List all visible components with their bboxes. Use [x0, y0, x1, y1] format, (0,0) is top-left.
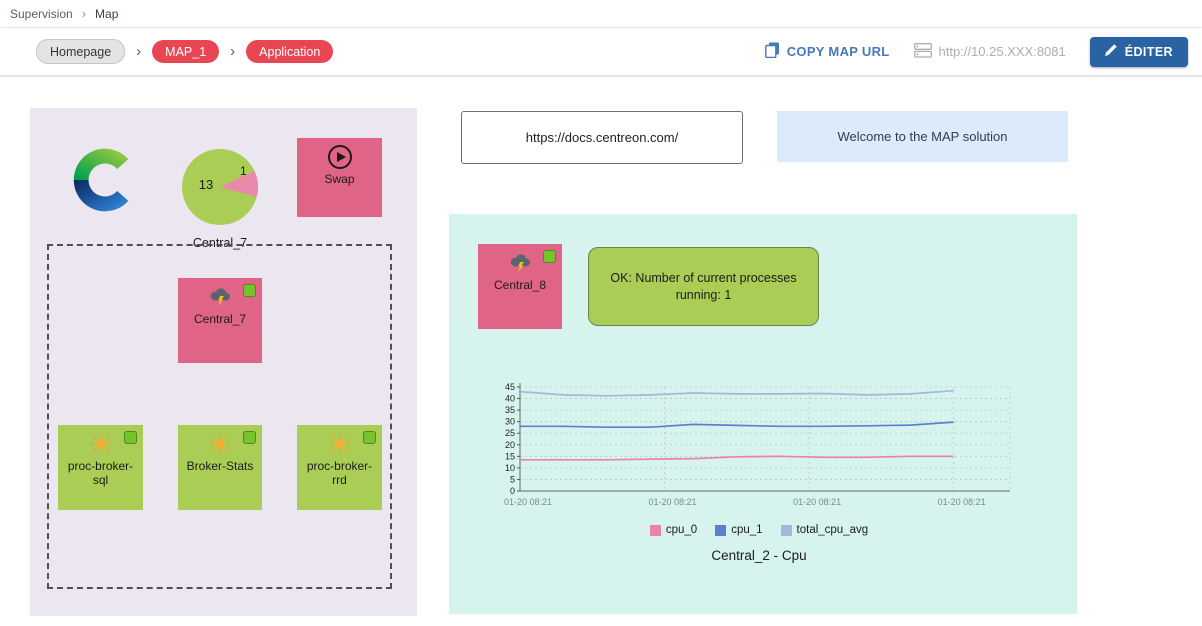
- legend-label: cpu_1: [731, 524, 763, 536]
- copy-map-url-button[interactable]: COPY MAP URL: [764, 42, 890, 61]
- svg-text:40: 40: [505, 394, 515, 404]
- sun-icon: [329, 433, 351, 455]
- legend-swatch: [715, 524, 727, 536]
- node-label: Central_7: [193, 312, 247, 326]
- svg-text:01-20 08:21: 01-20 08:21: [504, 497, 552, 507]
- chevron-right-icon: ›: [81, 6, 87, 21]
- svg-text:01-20 08:21: 01-20 08:21: [793, 497, 841, 507]
- status-square: [243, 284, 256, 297]
- pie-chart: [182, 149, 258, 230]
- svg-text:45: 45: [505, 382, 515, 392]
- breadcrumb-section[interactable]: Supervision: [10, 6, 73, 21]
- node-proc-broker-sql[interactable]: proc-broker-sql: [58, 425, 143, 510]
- edit-button[interactable]: ÉDITER: [1089, 36, 1188, 67]
- welcome-text: Welcome to the MAP solution: [837, 129, 1008, 144]
- node-label: Central_8: [493, 278, 547, 292]
- status-output-text: OK: Number of current processes running:…: [610, 270, 797, 302]
- centreon-logo: [63, 143, 147, 217]
- map-breadcrumb: Homepage › MAP_1 › Application: [36, 39, 765, 64]
- svg-text:5: 5: [510, 474, 515, 484]
- server-url: http://10.25.XXX:8081: [913, 42, 1066, 61]
- edit-button-label: ÉDITER: [1124, 44, 1173, 59]
- chevron-right-icon: ›: [230, 43, 236, 60]
- node-label: proc-broker-rrd: [306, 459, 373, 488]
- docs-link-box[interactable]: https://docs.centreon.com/: [461, 111, 743, 164]
- welcome-box: Welcome to the MAP solution: [777, 111, 1068, 162]
- status-output-box: OK: Number of current processes running:…: [588, 247, 819, 326]
- status-square: [363, 431, 376, 444]
- swap-node-label: Swap: [324, 172, 355, 186]
- server-url-text: http://10.25.XXX:8081: [938, 44, 1066, 59]
- legend-swatch: [780, 524, 792, 536]
- map-canvas: 13 1 Central_7 Swap: [0, 77, 1202, 626]
- swap-node[interactable]: Swap: [297, 138, 382, 217]
- crumb-application[interactable]: Application: [246, 40, 334, 63]
- map-toolbar: Homepage › MAP_1 › Application COPY MAP …: [0, 28, 1202, 77]
- svg-text:20: 20: [505, 440, 515, 450]
- storm-cloud-icon: [207, 286, 233, 308]
- group-box: [47, 244, 392, 589]
- svg-text:01-20 08:21: 01-20 08:21: [938, 497, 986, 507]
- svg-text:10: 10: [505, 463, 515, 473]
- node-proc-broker-rrd[interactable]: proc-broker-rrd: [297, 425, 382, 510]
- node-broker-stats[interactable]: Broker-Stats: [178, 425, 262, 510]
- pie-value-big: 13: [198, 177, 214, 192]
- sun-icon: [90, 433, 112, 455]
- legend-swatch: [649, 524, 661, 536]
- node-central8[interactable]: Central_8: [478, 244, 562, 329]
- sun-icon: [209, 433, 231, 455]
- chart-legend: cpu_0 cpu_1 total_cpu_avg: [469, 524, 1049, 536]
- status-square: [243, 431, 256, 444]
- mint-map-panel: Central_8 OK: Number of current processe…: [449, 214, 1077, 614]
- node-label: proc-broker-sql: [67, 459, 134, 488]
- svg-text:30: 30: [505, 417, 515, 427]
- svg-text:0: 0: [510, 486, 515, 496]
- svg-text:25: 25: [505, 428, 515, 438]
- legend-item-total_cpu_avg[interactable]: total_cpu_avg: [780, 524, 869, 536]
- breadcrumb: Supervision › Map: [0, 0, 1202, 28]
- pie-node-label: Central_7: [192, 236, 248, 250]
- node-central7[interactable]: Central_7: [178, 278, 262, 363]
- copy-icon: [764, 42, 780, 61]
- svg-text:15: 15: [505, 451, 515, 461]
- svg-text:35: 35: [505, 405, 515, 415]
- crumb-homepage[interactable]: Homepage: [36, 39, 126, 64]
- breadcrumb-page[interactable]: Map: [95, 6, 119, 21]
- docs-link-text: https://docs.centreon.com/: [525, 130, 679, 145]
- chart-title: Central_2 - Cpu: [711, 548, 807, 563]
- copy-map-url-label: COPY MAP URL: [786, 44, 890, 59]
- chevron-right-icon: ›: [136, 43, 142, 60]
- status-square: [124, 431, 137, 444]
- legend-label: cpu_0: [665, 524, 698, 536]
- pie-chart-node[interactable]: 13 1 Central_7: [148, 149, 292, 250]
- pie-value-small: 1: [240, 164, 247, 178]
- left-map-panel: 13 1 Central_7 Swap: [30, 108, 417, 616]
- status-square: [543, 250, 556, 263]
- node-label: Broker-Stats: [186, 459, 254, 473]
- crumb-map1[interactable]: MAP_1: [152, 40, 220, 63]
- svg-text:01-20 08:21: 01-20 08:21: [649, 497, 697, 507]
- storm-cloud-icon: [507, 252, 533, 274]
- play-icon: [327, 145, 353, 169]
- legend-item-cpu_0[interactable]: cpu_0: [649, 524, 698, 536]
- server-icon: [913, 42, 932, 61]
- legend-item-cpu_1[interactable]: cpu_1: [715, 524, 763, 536]
- toolbar-right: COPY MAP URL http://10.25.XXX:8081 ÉDI: [764, 36, 1188, 67]
- pencil-icon: [1104, 44, 1117, 59]
- legend-label: total_cpu_avg: [796, 524, 869, 536]
